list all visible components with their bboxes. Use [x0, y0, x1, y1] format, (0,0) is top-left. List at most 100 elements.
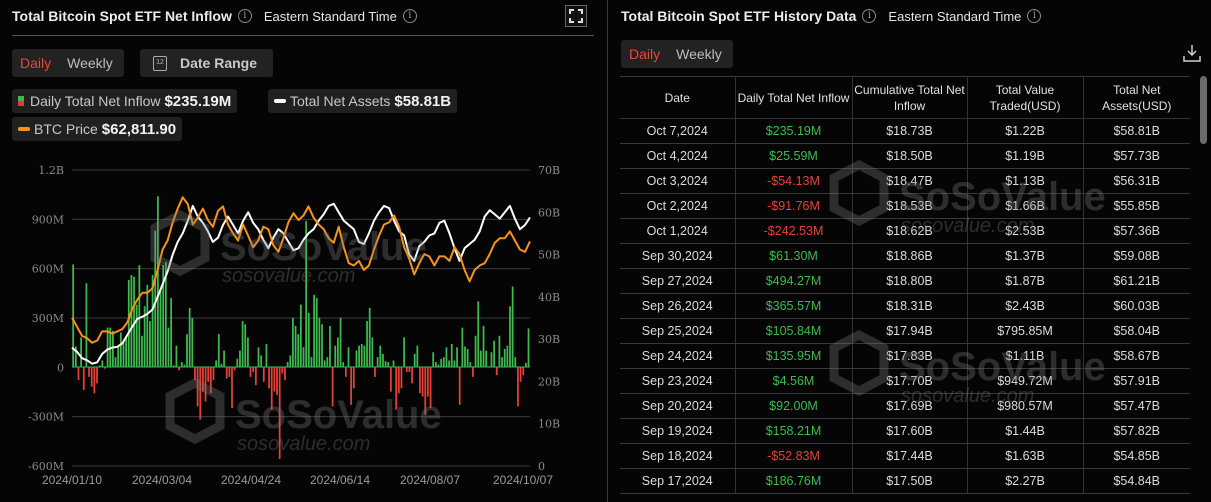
legend-total-net-assets[interactable]: Total Net Assets $58.81B [268, 89, 458, 113]
table-cell: -$91.76M [734, 193, 853, 219]
net-inflow-chart[interactable]: 1.2B 900M 600M 300M 0 -300M -600M 70B 60B 50B 40B 3… [0, 150, 608, 502]
table-cell: $60.03B [1082, 293, 1190, 319]
tab-weekly[interactable]: Weekly [676, 46, 722, 62]
table-cell: $58.81B [1082, 118, 1190, 144]
fullscreen-button[interactable] [565, 5, 587, 27]
tab-weekly[interactable]: Weekly [67, 55, 113, 71]
svg-text:10B: 10B [538, 418, 560, 431]
legend-value: $58.81B [394, 92, 452, 110]
table-cell: Sep 17,2024 [620, 468, 736, 494]
table-row[interactable]: Sep 27,2024 $494.27M $18.80B $1.87B $61.21B [620, 268, 1190, 294]
svg-text:30B: 30B [538, 333, 560, 346]
table-cell: $18.47B [851, 168, 968, 194]
table-row[interactable]: Sep 25,2024 $105.84M $17.94B $795.85M $58.04… [620, 318, 1190, 344]
table-scrollbar[interactable] [1200, 76, 1207, 502]
svg-text:-600M: -600M [28, 460, 64, 473]
table-cell: Sep 27,2024 [620, 268, 736, 294]
svg-text:2024/01/10: 2024/01/10 [42, 473, 102, 487]
date-range-button[interactable]: 12 Date Range [140, 49, 273, 77]
info-icon[interactable]: i [402, 9, 417, 23]
table-cell: $1.63B [966, 443, 1084, 469]
tab-daily[interactable]: Daily [20, 55, 52, 71]
table-cell: Oct 4,2024 [620, 143, 736, 169]
table-cell: Sep 20,2024 [620, 393, 736, 419]
table-cell: Oct 1,2024 [620, 218, 736, 244]
table-title: Total Bitcoin Spot ETF History Data [621, 8, 857, 24]
table-cell: -$242.53M [734, 218, 853, 244]
info-icon[interactable]: i [862, 9, 877, 23]
table-cell: $58.04B [1082, 318, 1190, 344]
table-cell: $1.37B [966, 243, 1084, 269]
table-row[interactable]: Sep 17,2024 $186.76M $17.50B $2.27B $54.84B [620, 468, 1190, 494]
table-cell: $18.50B [851, 143, 968, 169]
table-row[interactable]: Oct 1,2024 -$242.53M $18.62B $2.53B $57.36B [620, 218, 1190, 244]
table-cell: $4.56M [734, 368, 853, 394]
table-cell: Sep 25,2024 [620, 318, 736, 344]
table-cell: $105.84M [734, 318, 853, 344]
table-cell: $56.31B [1082, 168, 1190, 194]
table-row[interactable]: Sep 30,2024 $61.30M $18.86B $1.37B $59.08B [620, 243, 1190, 269]
svg-text:900M: 900M [32, 213, 64, 226]
table-cell: $1.44B [966, 418, 1084, 444]
scrollbar-thumb[interactable] [1200, 76, 1207, 144]
table-cell: Sep 30,2024 [620, 243, 736, 269]
download-icon[interactable] [1183, 44, 1201, 62]
table-row[interactable]: Oct 7,2024 $235.19M $18.73B $1.22B $58.81B [620, 118, 1190, 144]
table-cell: $18.86B [851, 243, 968, 269]
table-cell: $17.44B [851, 443, 968, 469]
legend-value: $62,811.90 [101, 120, 177, 138]
legend-daily-inflow[interactable]: Daily Total Net Inflow $235.19M [12, 89, 238, 113]
table-cell: $1.11B [966, 343, 1084, 369]
table-cell: $1.87B [966, 268, 1084, 294]
table-row[interactable]: Sep 26,2024 $365.57M $18.31B $2.43B $60.03B [620, 293, 1190, 319]
table-cell: $57.91B [1082, 368, 1190, 394]
table-cell: $17.50B [851, 468, 968, 494]
table-cell: $2.43B [966, 293, 1084, 319]
table-cell: $54.85B [1082, 443, 1190, 469]
table-cell: $17.70B [851, 368, 968, 394]
svg-text:2024/06/14: 2024/06/14 [310, 473, 370, 487]
table-cell: $18.53B [851, 193, 968, 219]
table-row[interactable]: Sep 23,2024 $4.56M $17.70B $949.72M $57.91B [620, 368, 1190, 394]
table-cell: $57.82B [1082, 418, 1190, 444]
table-cell: $1.19B [966, 143, 1084, 169]
table-row[interactable]: Sep 20,2024 $92.00M $17.69B $980.57M $57.47B [620, 393, 1190, 419]
legend-btc-price[interactable]: BTC Price $62,811.90 [12, 117, 183, 141]
table-cell: Oct 7,2024 [620, 118, 736, 144]
table-cell: $57.36B [1082, 218, 1190, 244]
table-row[interactable]: Oct 2,2024 -$91.76M $18.53B $1.66B $55.85B [620, 193, 1190, 219]
table-cell: $59.08B [1082, 243, 1190, 269]
table-row[interactable]: Sep 24,2024 $135.95M $17.83B $1.11B $58.67B [620, 343, 1190, 369]
history-table: Date Daily Total Net Inflow Cumulative Tot… [620, 76, 1190, 494]
table-row[interactable]: Oct 4,2024 $25.59M $18.50B $1.19B $57.73B [620, 143, 1190, 169]
table-body: Oct 7,2024 $235.19M $18.73B $1.22B $58.81B Oc… [620, 118, 1190, 494]
table-cell: $18.62B [851, 218, 968, 244]
table-cell: $2.53B [966, 218, 1084, 244]
table-cell: $25.59M [734, 143, 853, 169]
svg-text:2024/08/07: 2024/08/07 [400, 473, 460, 487]
net-inflow-panel: Total Bitcoin Spot ETF Net Inflow i East… [0, 0, 608, 502]
tab-daily[interactable]: Daily [629, 46, 661, 62]
period-toggle: Daily Weekly [12, 49, 124, 77]
table-cell: Sep 26,2024 [620, 293, 736, 319]
table-row[interactable]: Sep 18,2024 -$52.83M $17.44B $1.63B $54.85B [620, 443, 1190, 469]
table-cell: Oct 2,2024 [620, 193, 736, 219]
table-cell: $1.13B [966, 168, 1084, 194]
svg-text:1.2B: 1.2B [38, 164, 64, 177]
timezone-label: Eastern Standard Time [888, 8, 1022, 24]
svg-text:0: 0 [57, 361, 64, 374]
chart-header: Total Bitcoin Spot ETF Net Inflow i East… [12, 8, 417, 24]
info-icon[interactable]: i [237, 9, 252, 23]
table-cell: $949.72M [966, 368, 1084, 394]
table-cell: $58.67B [1082, 343, 1190, 369]
table-cell: $2.27B [966, 468, 1084, 494]
svg-text:70B: 70B [538, 164, 560, 177]
table-cell: $18.31B [851, 293, 968, 319]
table-cell: Sep 19,2024 [620, 418, 736, 444]
column-header: Date [620, 76, 736, 119]
table-row[interactable]: Sep 19,2024 $158.21M $17.60B $1.44B $57.82B [620, 418, 1190, 444]
table-cell: $57.73B [1082, 143, 1190, 169]
info-icon[interactable]: i [1027, 9, 1042, 23]
table-row[interactable]: Oct 3,2024 -$54.13M $18.47B $1.13B $56.31B [620, 168, 1190, 194]
svg-text:40B: 40B [538, 291, 560, 304]
